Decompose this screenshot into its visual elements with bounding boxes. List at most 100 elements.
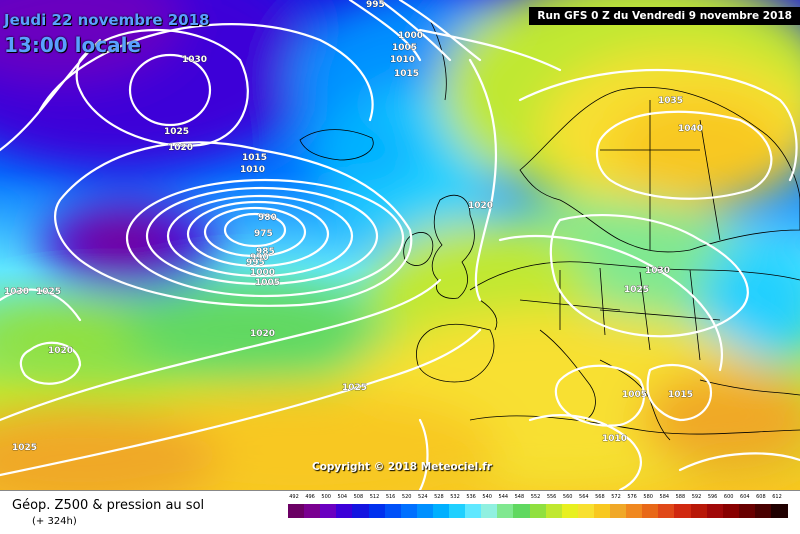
- scale-swatch: [706, 504, 724, 518]
- geopotential-field: [0, 0, 800, 490]
- isobar-label: 1025: [164, 127, 189, 137]
- scale-swatch: [626, 504, 643, 518]
- scale-label: 532: [450, 494, 460, 500]
- scale-swatch: [288, 504, 305, 518]
- scale-swatch: [432, 504, 450, 518]
- isobar-label: 1025: [624, 285, 649, 295]
- map-footer: Géop. Z500 & pression au sol (+ 324h) 49…: [0, 490, 800, 534]
- scale-label: 556: [546, 494, 557, 500]
- scale-label: 560: [562, 494, 573, 500]
- scale-swatch: [658, 504, 675, 518]
- isobar-label: 1020: [168, 143, 193, 153]
- scale-label: 564: [579, 494, 589, 500]
- scale-label: 604: [740, 494, 750, 500]
- isobar-label: 1000: [398, 31, 423, 41]
- isobar-label: 1020: [468, 201, 493, 211]
- scale-label: 600: [723, 494, 734, 500]
- scale-label: 568: [595, 494, 605, 500]
- scale-swatch: [577, 504, 595, 518]
- scale-swatch: [642, 504, 659, 518]
- scale-swatch: [561, 504, 579, 518]
- scale-swatch: [304, 504, 321, 518]
- isobar-label: 975: [254, 229, 273, 239]
- isobar-label: 1025: [342, 383, 367, 393]
- isobar-lines: [0, 0, 800, 490]
- scale-label: 552: [530, 494, 541, 500]
- scale-label: 504: [337, 494, 348, 500]
- isobar-label: 1005: [392, 43, 417, 53]
- isobar-label: 1020: [250, 329, 275, 339]
- isobar-label: 1000: [250, 268, 275, 278]
- scale-swatch: [738, 504, 756, 518]
- forecast-lead-time: (+ 324h): [32, 516, 77, 527]
- weather-map: 995 1000 1005 1010 1015 1030 1025 1020 1…: [0, 0, 800, 490]
- isobar-label: 1025: [12, 443, 37, 453]
- scale-label: 528: [434, 494, 444, 500]
- scale-swatch: [545, 504, 563, 518]
- scale-label: 520: [401, 494, 412, 500]
- color-scale-legend: 492 496 500 504 508 512 516 520 524 528 532 536 540 5…: [288, 494, 794, 530]
- scale-label: 516: [385, 494, 396, 500]
- isobar-label: 995: [366, 0, 385, 10]
- scale-swatch: [513, 504, 530, 518]
- isobar-label: 1030: [4, 287, 29, 297]
- scale-label: 500: [321, 494, 331, 500]
- isobar-label: 1005: [255, 278, 280, 288]
- scale-label: 524: [418, 494, 428, 500]
- scale-swatch: [674, 504, 691, 518]
- isobar-label: 1035: [658, 96, 683, 106]
- isobar-value-labels: 995 1000 1005 1010 1015 1030 1025 1020 1…: [4, 0, 704, 453]
- scale-label: 584: [659, 494, 670, 500]
- scale-label: 548: [514, 494, 525, 500]
- scale-swatch: [722, 504, 740, 518]
- scale-swatch: [771, 504, 788, 518]
- scale-label: 572: [611, 494, 621, 500]
- scale-swatch: [336, 504, 353, 518]
- copyright-notice: Copyright © 2018 Meteociel.fr: [312, 461, 492, 473]
- scale-swatch: [352, 504, 369, 518]
- scale-swatch: [465, 504, 482, 518]
- scale-label: 592: [691, 494, 702, 500]
- scale-swatch: [320, 504, 337, 518]
- scale-label: 508: [353, 494, 364, 500]
- scale-label: 492: [289, 494, 299, 500]
- isobar-label: 1030: [645, 266, 670, 276]
- scale-label: 540: [482, 494, 492, 500]
- scale-label: 588: [675, 494, 686, 500]
- scale-swatch: [416, 504, 434, 518]
- map-title: Géop. Z500 & pression au sol: [12, 498, 205, 513]
- isobar-label: 1010: [602, 434, 627, 444]
- isobar-label: 1030: [182, 55, 207, 65]
- scale-label: 544: [498, 494, 509, 500]
- scale-label: 496: [305, 494, 315, 500]
- isobar-label: 985: [256, 247, 275, 257]
- scale-swatch: [529, 504, 547, 518]
- scale-label: 612: [772, 494, 782, 500]
- scale-label: 580: [643, 494, 653, 500]
- isobar-label: 1005: [622, 390, 647, 400]
- scale-swatch: [368, 504, 386, 518]
- isobar-label: 1010: [390, 55, 415, 65]
- isobar-label: 995: [246, 258, 265, 268]
- scale-swatch: [690, 504, 708, 518]
- forecast-local-time: 13:00 locale: [4, 33, 141, 57]
- scale-label: 596: [707, 494, 718, 500]
- scale-swatch: [754, 504, 772, 518]
- isobar-label: 1025: [36, 287, 61, 297]
- isobar-label: 1020: [48, 346, 73, 356]
- forecast-date: Jeudi 22 novembre 2018: [4, 11, 210, 29]
- scale-label: 576: [627, 494, 637, 500]
- scale-label: 512: [369, 494, 380, 500]
- scale-swatch: [610, 504, 627, 518]
- isobar-label: 980: [258, 213, 277, 223]
- isobar-label: 1040: [678, 124, 703, 134]
- isobar-label: 1015: [242, 153, 267, 163]
- scale-swatch: [481, 504, 498, 518]
- isobar-label: 1015: [394, 69, 419, 79]
- isobar-label: 1010: [240, 165, 265, 175]
- scale-swatch: [449, 504, 466, 518]
- model-run-label: Run GFS 0 Z du Vendredi 9 novembre 2018: [529, 7, 800, 25]
- isobar-label: 1015: [668, 390, 693, 400]
- scale-label: 536: [466, 494, 476, 500]
